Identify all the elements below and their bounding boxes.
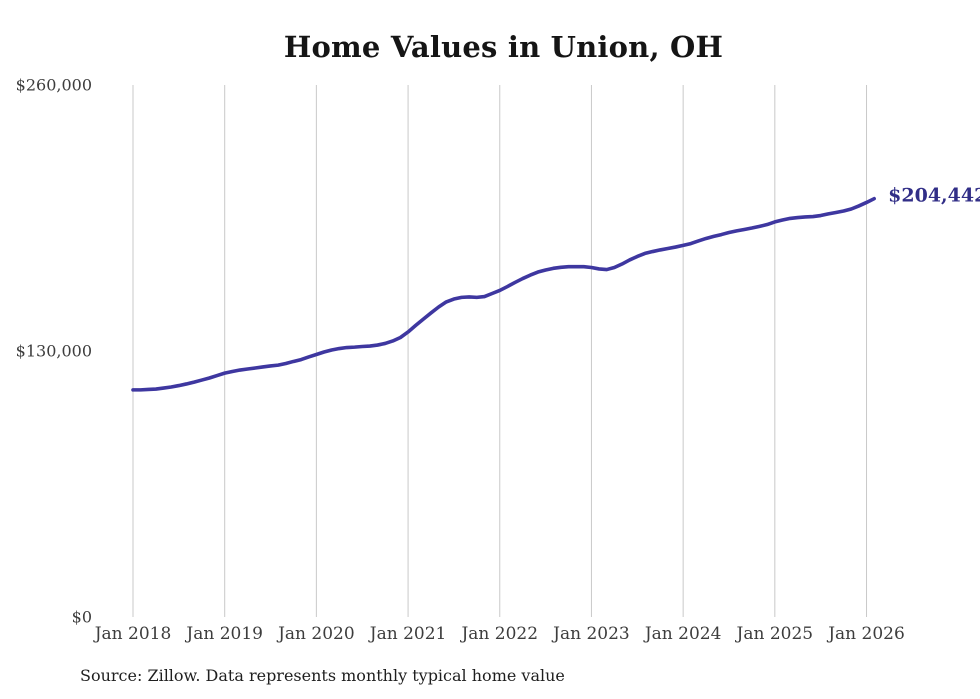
home-value-line <box>131 196 876 392</box>
y-tick-label: $260,000 <box>16 76 92 95</box>
x-tick-label: Jan 2026 <box>826 624 905 644</box>
x-tick-label: Jan 2019 <box>184 624 263 644</box>
x-tick-label: Jan 2024 <box>643 624 722 644</box>
x-tick-label: Jan 2023 <box>551 624 630 644</box>
y-tick-label: $0 <box>72 608 92 627</box>
x-tick-label: Jan 2022 <box>459 624 538 644</box>
y-tick-label: $130,000 <box>16 342 92 361</box>
x-tick-label: Jan 2020 <box>276 624 355 644</box>
chart-title: Home Values in Union, OH <box>283 30 724 64</box>
x-tick-label: Jan 2025 <box>735 624 814 644</box>
end-value-label: $204,442 <box>888 185 980 207</box>
source-note: Source: Zillow. Data represents monthly … <box>80 666 565 685</box>
x-tick-label: Jan 2021 <box>368 624 447 644</box>
x-tick-label: Jan 2018 <box>93 624 172 644</box>
